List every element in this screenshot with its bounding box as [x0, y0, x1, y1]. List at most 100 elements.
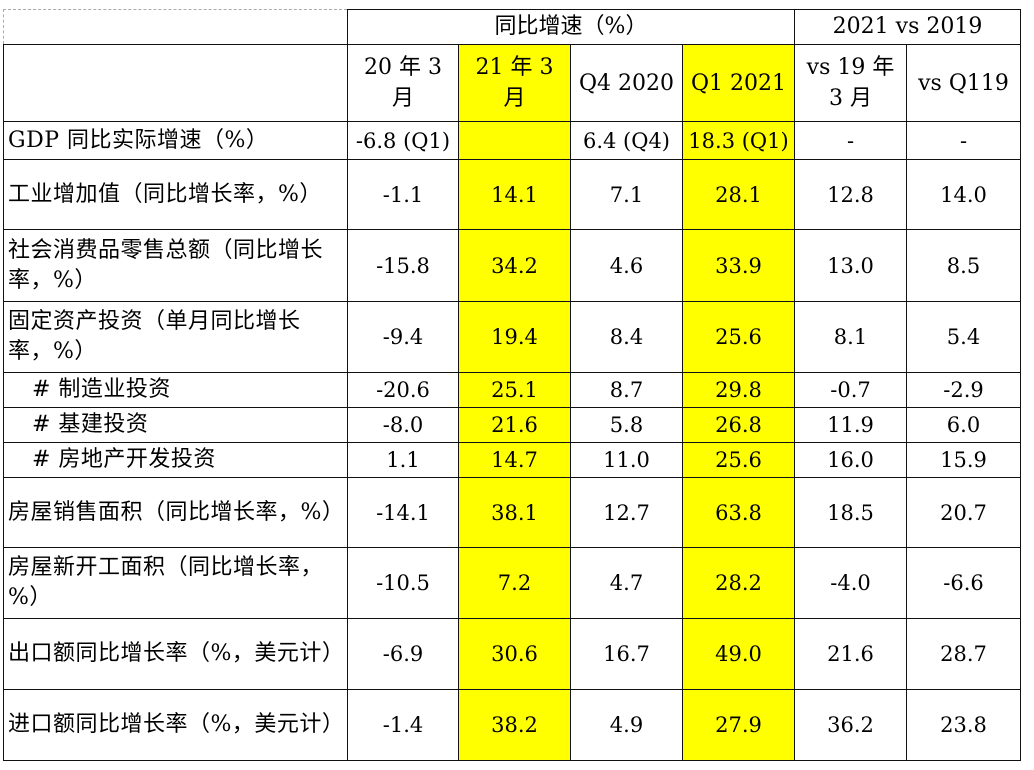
table-cell: -1.1 [347, 159, 459, 230]
row-label: 房屋新开工面积（同比增长率，%） [3, 547, 348, 619]
table-cell: 25.1 [458, 372, 571, 408]
table-cell: 1.1 [347, 442, 459, 478]
table-cell: -20.6 [347, 372, 459, 408]
table-cell: 25.6 [682, 301, 795, 373]
table-cell: 38.2 [458, 689, 571, 761]
row-label: # 制造业投资 [3, 372, 348, 408]
row-label: 固定资产投资（单月同比增长率，%） [3, 301, 348, 373]
row-label: 房屋销售面积（同比增长率，%） [3, 477, 348, 548]
table-cell: 21.6 [458, 407, 571, 443]
table-cell: 20.7 [906, 477, 1021, 548]
col-header-20m3: 20 年 3 月 [347, 44, 459, 122]
table-cell: 15.9 [906, 442, 1021, 478]
table-cell: 7.2 [458, 547, 571, 619]
table-cell: 36.2 [794, 689, 907, 761]
table-cell: 14.0 [906, 159, 1021, 230]
table-cell: 28.2 [682, 547, 795, 619]
row-label: GDP 同比实际增速（%） [3, 121, 348, 160]
table-cell: 4.6 [570, 229, 683, 302]
col-header-vsq119: vs Q119 [906, 44, 1021, 122]
header-row-columns: 20 年 3 月 21 年 3 月 Q4 2020 Q1 2021 vs 19 … [3, 44, 1021, 122]
header-label-cell [3, 44, 348, 122]
table-row: # 制造业投资 -20.6 25.1 8.7 29.8 -0.7 -2.9 [3, 372, 1021, 408]
table-row: 工业增加值（同比增长率，%） -1.1 14.1 7.1 28.1 12.8 14.0 [3, 159, 1021, 230]
table-cell: 34.2 [458, 229, 571, 302]
header-group-yoy: 同比增速（%） [347, 9, 795, 45]
table-row: 固定资产投资（单月同比增长率，%） -9.4 19.4 8.4 25.6 8.1 5.4 [3, 301, 1021, 373]
table-cell: 28.1 [682, 159, 795, 230]
table-cell: -1.4 [347, 689, 459, 761]
table-cell: 16.0 [794, 442, 907, 478]
table-cell: -10.5 [347, 547, 459, 619]
table-row: 社会消费品零售总额（同比增长率，%） -15.8 34.2 4.6 33.9 13.0 8.… [3, 229, 1021, 302]
table-cell: 27.9 [682, 689, 795, 761]
table-cell: -14.1 [347, 477, 459, 548]
table-cell: -4.0 [794, 547, 907, 619]
table-cell [458, 121, 571, 160]
table-cell: 8.4 [570, 301, 683, 373]
table-cell: -6.9 [347, 618, 459, 690]
table-cell: 38.1 [458, 477, 571, 548]
table-cell: -2.9 [906, 372, 1021, 408]
row-label: 工业增加值（同比增长率，%） [3, 159, 348, 230]
table-cell: -0.7 [794, 372, 907, 408]
table-row: 房屋新开工面积（同比增长率，%） -10.5 7.2 4.7 28.2 -4.0 -6.6 [3, 547, 1021, 619]
table-cell: 8.7 [570, 372, 683, 408]
col-header-q12021: Q1 2021 [682, 44, 795, 122]
col-header-21m3: 21 年 3 月 [458, 44, 571, 122]
table-cell: 14.7 [458, 442, 571, 478]
macro-indicators-table: 同比增速（%） 2021 vs 2019 20 年 3 月 21 年 3 月 Q… [3, 9, 1021, 761]
table-cell: -8.0 [347, 407, 459, 443]
header-row-groups: 同比增速（%） 2021 vs 2019 [3, 9, 1021, 45]
table-cell: 33.9 [682, 229, 795, 302]
data-table-container: 同比增速（%） 2021 vs 2019 20 年 3 月 21 年 3 月 Q… [3, 9, 1021, 761]
table-row: 出口额同比增长率（%，美元计） -6.9 30.6 16.7 49.0 21.6 28.7 [3, 618, 1021, 690]
table-cell: 6.0 [906, 407, 1021, 443]
col-header-q42020: Q4 2020 [570, 44, 683, 122]
table-cell: 14.1 [458, 159, 571, 230]
table-cell: 6.4 (Q4) [570, 121, 683, 160]
corner-cell [3, 9, 348, 45]
table-cell: 25.6 [682, 442, 795, 478]
table-cell: -9.4 [347, 301, 459, 373]
table-cell: 49.0 [682, 618, 795, 690]
table-cell: 13.0 [794, 229, 907, 302]
table-cell: - [794, 121, 907, 160]
table-cell: 18.5 [794, 477, 907, 548]
table-cell: 4.7 [570, 547, 683, 619]
table-cell: 12.7 [570, 477, 683, 548]
table-cell: 5.4 [906, 301, 1021, 373]
table-row: 房屋销售面积（同比增长率，%） -14.1 38.1 12.7 63.8 18.5 20.7 [3, 477, 1021, 548]
row-label: 社会消费品零售总额（同比增长率，%） [3, 229, 348, 302]
table-cell: 26.8 [682, 407, 795, 443]
row-label: # 房地产开发投资 [3, 442, 348, 478]
table-cell: 23.8 [906, 689, 1021, 761]
table-cell: 5.8 [570, 407, 683, 443]
table-cell: 12.8 [794, 159, 907, 230]
table-cell: 21.6 [794, 618, 907, 690]
table-row: # 基建投资 -8.0 21.6 5.8 26.8 11.9 6.0 [3, 407, 1021, 443]
table-cell: 8.5 [906, 229, 1021, 302]
row-label: # 基建投资 [3, 407, 348, 443]
table-cell: - [906, 121, 1021, 160]
table-cell: 29.8 [682, 372, 795, 408]
table-row: GDP 同比实际增速（%） -6.8 (Q1) 6.4 (Q4) 18.3 (Q1) -… [3, 121, 1021, 160]
table-cell: 19.4 [458, 301, 571, 373]
table-cell: 4.9 [570, 689, 683, 761]
table-cell: 18.3 (Q1) [682, 121, 795, 160]
table-cell: 8.1 [794, 301, 907, 373]
table-cell: 16.7 [570, 618, 683, 690]
row-label: 进口额同比增长率（%，美元计） [3, 689, 348, 761]
table-row: # 房地产开发投资 1.1 14.7 11.0 25.6 16.0 15.9 [3, 442, 1021, 478]
table-cell: 30.6 [458, 618, 571, 690]
table-cell: 11.9 [794, 407, 907, 443]
table-cell: 63.8 [682, 477, 795, 548]
table-cell: -6.8 (Q1) [347, 121, 459, 160]
table-cell: 11.0 [570, 442, 683, 478]
table-cell: -6.6 [906, 547, 1021, 619]
table-cell: -15.8 [347, 229, 459, 302]
header-group-vs2019: 2021 vs 2019 [794, 9, 1021, 45]
col-header-vs19m3: vs 19 年 3 月 [794, 44, 907, 122]
table-cell: 28.7 [906, 618, 1021, 690]
table-body: GDP 同比实际增速（%） -6.8 (Q1) 6.4 (Q4) 18.3 (Q1) -… [3, 121, 1021, 761]
